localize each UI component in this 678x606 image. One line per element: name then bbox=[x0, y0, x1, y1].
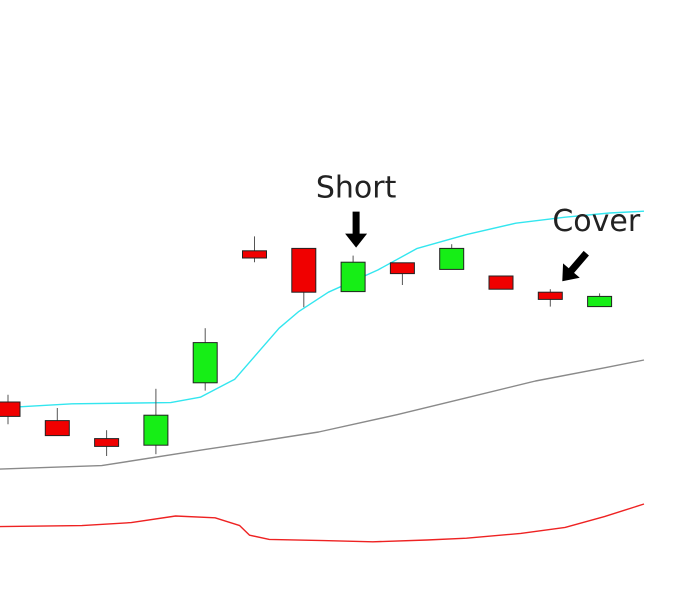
short-arrow-icon bbox=[345, 211, 368, 248]
candle-body-up bbox=[192, 342, 218, 384]
candle-body-down bbox=[488, 275, 514, 290]
candle-body-down bbox=[537, 291, 563, 300]
candle bbox=[0, 394, 21, 425]
candle-body-down bbox=[94, 438, 120, 447]
candles-layer bbox=[0, 236, 613, 456]
annotations-layer: Short Cover bbox=[316, 171, 641, 282]
short-label: Short bbox=[316, 171, 397, 206]
cover-label: Cover bbox=[552, 204, 641, 239]
candle bbox=[340, 255, 366, 293]
candle bbox=[44, 408, 70, 437]
candle bbox=[488, 275, 514, 290]
candle-body-down bbox=[44, 420, 70, 437]
candle-body-up bbox=[143, 414, 169, 446]
candle-body-down bbox=[291, 247, 317, 293]
middle-band-line bbox=[0, 359, 645, 470]
candle-body-down bbox=[242, 250, 267, 259]
candle-body-down bbox=[0, 401, 21, 417]
lower-band-line bbox=[0, 503, 645, 543]
candle bbox=[291, 247, 317, 308]
candle-body-up bbox=[340, 261, 366, 293]
candle bbox=[439, 244, 465, 270]
candle-body-up bbox=[439, 247, 465, 270]
candle bbox=[537, 289, 563, 307]
candle bbox=[242, 236, 267, 263]
bands-layer bbox=[0, 210, 645, 543]
candle-body-up bbox=[587, 295, 613, 308]
cover-arrow-icon bbox=[562, 250, 589, 282]
candle bbox=[143, 388, 169, 455]
candle bbox=[94, 430, 120, 456]
candle-body-down bbox=[389, 262, 415, 275]
candle bbox=[192, 328, 218, 391]
candle bbox=[389, 262, 415, 285]
upper-band-line bbox=[0, 210, 645, 409]
candle bbox=[587, 293, 613, 308]
